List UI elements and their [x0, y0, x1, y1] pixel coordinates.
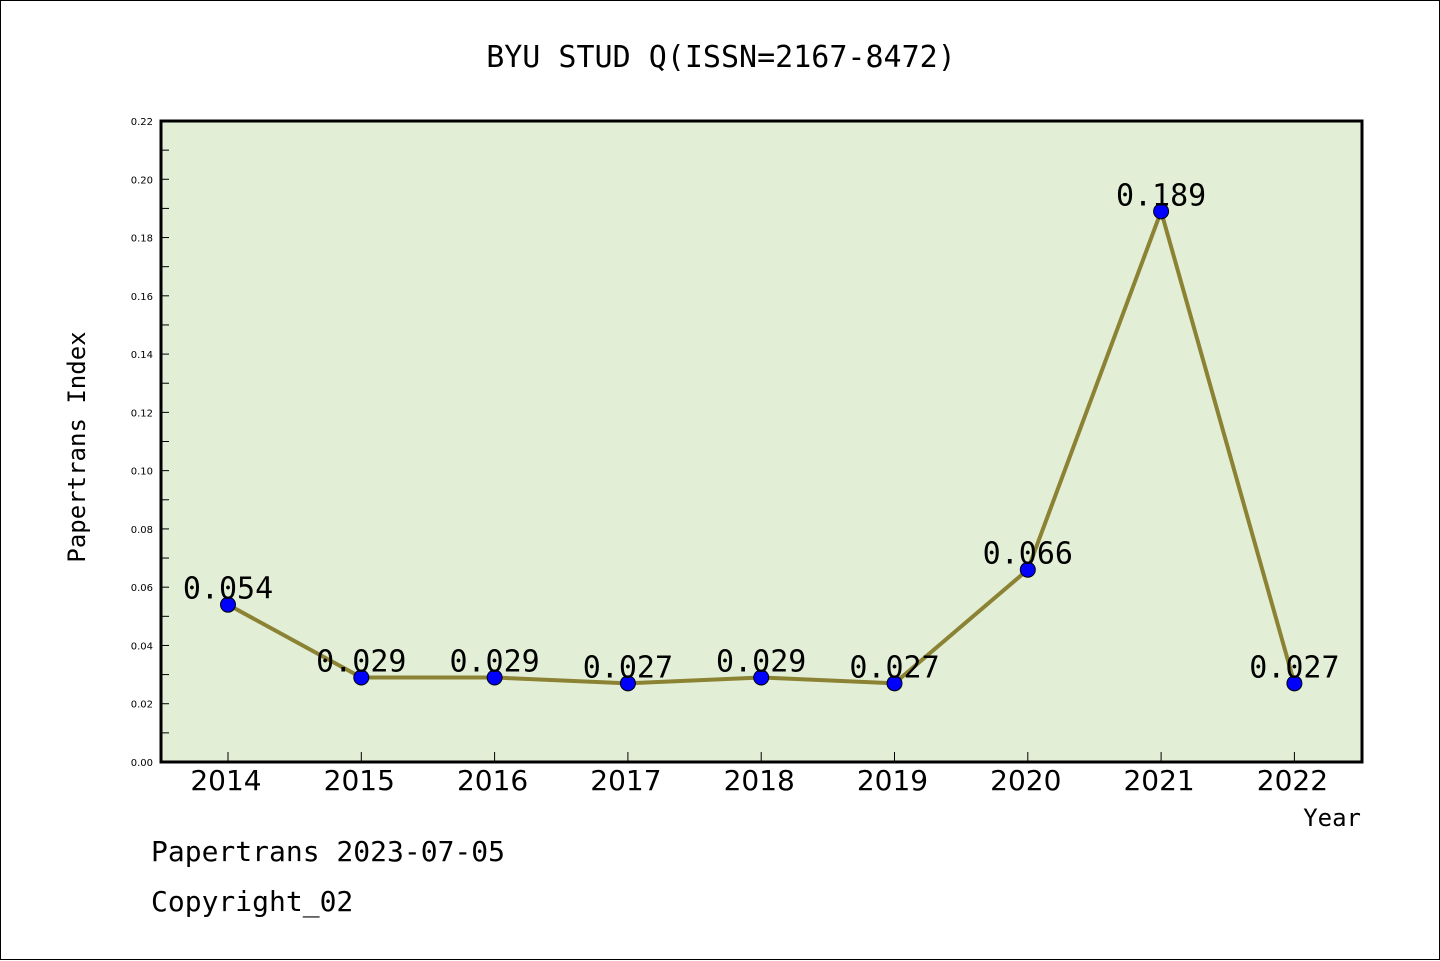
y-tick-label: 0.18 [131, 234, 153, 245]
data-point [886, 675, 903, 692]
data-label: 0.054 [183, 572, 273, 607]
x-tick-label: 2016 [457, 764, 528, 797]
y-axis-label: Papertrans Index [63, 331, 91, 562]
data-point [353, 669, 370, 686]
data-label: 0.066 [983, 537, 1073, 572]
footer-date: Papertrans 2023-07-05 [151, 835, 506, 868]
x-tick-label: 2019 [857, 764, 928, 797]
y-tick-label: 0.14 [131, 350, 153, 361]
y-tick-label: 0.00 [131, 758, 153, 769]
y-tick-label: 0.22 [131, 117, 153, 128]
x-tick-label: 2020 [990, 764, 1061, 797]
data-label: 0.029 [316, 645, 406, 680]
x-tick-label: 2014 [190, 764, 261, 797]
plot-area [161, 121, 1362, 762]
data-point [486, 669, 503, 686]
x-tick-label: 2021 [1123, 764, 1194, 797]
plot-border [159, 119, 1364, 764]
data-label: 0.027 [1249, 650, 1339, 685]
data-point [753, 669, 770, 686]
data-label: 0.189 [1116, 178, 1206, 213]
footer-copyright: Copyright_02 [151, 885, 354, 918]
y-tick-label: 0.20 [131, 175, 153, 186]
x-tick-label: 2018 [724, 764, 795, 797]
data-point [1286, 675, 1303, 692]
y-tick-label: 0.06 [131, 583, 153, 594]
x-axis-label: Year [1303, 804, 1361, 832]
y-tick-label: 0.08 [131, 525, 153, 536]
y-tick-label: 0.02 [131, 700, 153, 711]
data-point [220, 596, 236, 613]
y-tick-label: 0.10 [131, 467, 153, 478]
x-tick-label: 2017 [590, 764, 661, 797]
data-label: 0.029 [449, 645, 539, 680]
data-point [619, 675, 636, 692]
data-label: 0.027 [583, 650, 673, 685]
data-point [1153, 203, 1170, 220]
data-label: 0.027 [849, 650, 939, 685]
y-tick-label: 0.04 [131, 641, 153, 652]
y-tick-label: 0.16 [131, 292, 153, 303]
x-tick-label: 2022 [1257, 764, 1328, 797]
y-tick-label: 0.12 [131, 408, 153, 419]
x-tick-label: 2015 [324, 764, 395, 797]
data-label: 0.029 [716, 645, 806, 680]
chart-title: BYU STUD Q(ISSN=2167-8472) [486, 40, 956, 75]
data-point [1019, 561, 1036, 578]
